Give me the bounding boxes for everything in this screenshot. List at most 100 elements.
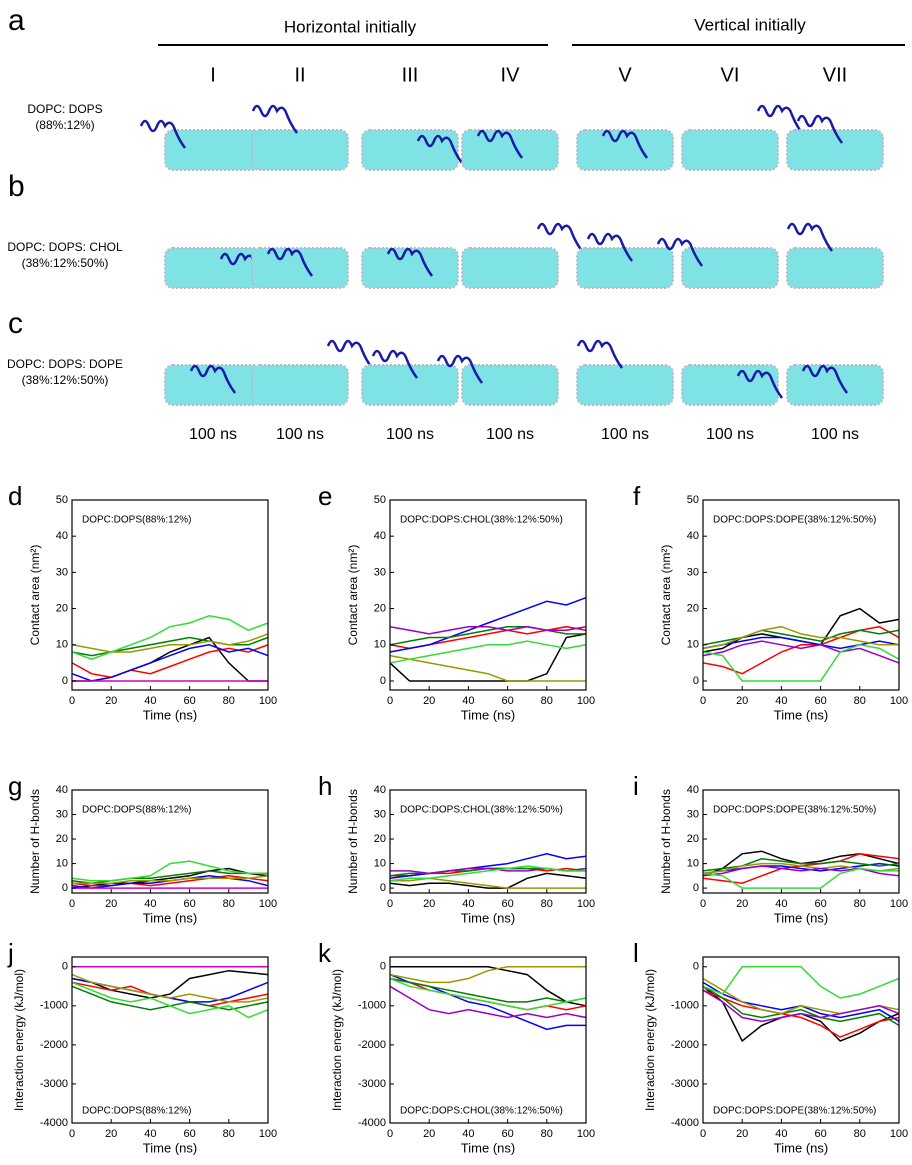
series-line [390,877,586,889]
y-tick-label: -3000 [358,1078,386,1090]
column-label: III [402,64,419,86]
panel-label: g [8,771,22,801]
time-label: 100 ns [276,426,324,443]
panel-label: l [633,938,639,968]
series-line [71,870,268,884]
protein [786,222,834,252]
membrane [251,247,349,289]
panel-label: i [633,771,639,801]
series-line [389,596,587,653]
panel-label: k [318,938,332,968]
series-line [71,636,269,657]
y-tick-label: 0 [62,961,68,973]
y-tick-label: 30 [56,566,68,578]
y-tick-label: 20 [56,833,68,845]
protein [386,247,434,277]
y-tick-label: 20 [374,833,386,845]
y-tick-label: 40 [687,784,699,796]
column-label: IV [501,64,521,86]
x-tick-label: 60 [814,898,826,910]
y-tick-label: 10 [374,857,386,869]
series-line [390,966,587,1007]
column-label: V [618,64,632,86]
x-tick-label: 80 [541,898,553,910]
x-tick-label: 20 [423,898,435,910]
panel-label: e [318,481,332,511]
series-line [702,966,900,999]
composition-label: (88%:12%) [35,118,94,132]
y-tick-label: 30 [374,808,386,820]
series-line [71,633,269,653]
x-tick-label: 100 [577,695,595,707]
composition-label: DOPC: DOPS: CHOL [7,240,123,254]
group-label: Horizontal initially [284,17,417,36]
time-label: 100 ns [189,426,237,443]
panel-label: j [7,938,14,968]
x-tick-label: 0 [69,898,75,910]
membrane [681,364,779,406]
protein [601,129,649,159]
protein [656,237,704,267]
x-tick-label: 80 [223,695,235,707]
annotation: DOPC:DOPS:DOPE(38%:12%:50%) [713,515,876,526]
y-tick-label: 0 [693,675,699,687]
y-tick-label: 0 [693,882,699,894]
y-axis-label: Interaction energy (kJ/mol) [643,969,657,1111]
x-tick-label: 100 [577,898,595,910]
y-tick-label: 0 [380,882,386,894]
membrane [576,129,674,171]
x-axis-label: Time (ns) [774,910,828,925]
y-tick-label: 0 [693,961,699,973]
series-line [702,862,900,875]
membrane [461,247,559,289]
x-axis-label: Time (ns) [461,1140,515,1155]
series-line [71,973,269,1003]
x-tick-label: 40 [144,898,156,910]
protein [756,104,804,134]
x-tick-label: 20 [105,1128,117,1140]
series-line [702,985,900,1027]
series-line [389,640,587,664]
x-tick-label: 20 [736,1128,748,1140]
y-tick-label: 20 [56,602,68,614]
y-axis-label: Interaction energy (kJ/mol) [330,969,344,1111]
protein [371,349,419,379]
series-line [71,615,269,660]
x-tick-label: 40 [144,695,156,707]
composition-label: (38%:12%:50%) [22,373,109,387]
y-tick-label: 10 [687,639,699,651]
annotation: DOPC:DOPS(88%:12%) [82,515,191,526]
x-axis-label: Time (ns) [774,707,828,722]
x-axis-label: Time (ns) [774,1140,828,1155]
time-label: 100 ns [486,426,534,443]
x-tick-label: 80 [854,695,866,707]
membrane [786,364,884,406]
y-tick-label: 0 [380,961,386,973]
protein [189,364,237,394]
y-tick-label: -4000 [40,1117,68,1129]
membrane [361,247,459,289]
x-tick-label: 40 [775,898,787,910]
x-tick-label: 20 [736,695,748,707]
panel-label: f [633,481,641,511]
x-tick-label: 0 [700,898,706,910]
x-tick-label: 0 [387,898,393,910]
y-tick-label: -4000 [358,1117,386,1129]
series-line [702,636,900,650]
protein [796,114,844,144]
membrane [461,129,559,171]
column-label: VI [721,64,740,86]
y-axis-label: Contact area (nm²) [28,545,42,646]
annotation: DOPC:DOPS:CHOL(38%:12%:50%) [400,515,563,526]
x-tick-label: 20 [423,695,435,707]
protein [139,119,187,149]
y-tick-label: 30 [687,566,699,578]
series-line [389,985,587,1019]
y-axis-label: Contact area (nm²) [346,545,360,646]
y-tick-label: 40 [687,530,699,542]
y-tick-label: 40 [374,784,386,796]
x-tick-label: 60 [814,1128,826,1140]
series-line [389,872,587,889]
y-tick-label: 20 [687,833,699,845]
x-tick-label: 100 [890,695,908,707]
